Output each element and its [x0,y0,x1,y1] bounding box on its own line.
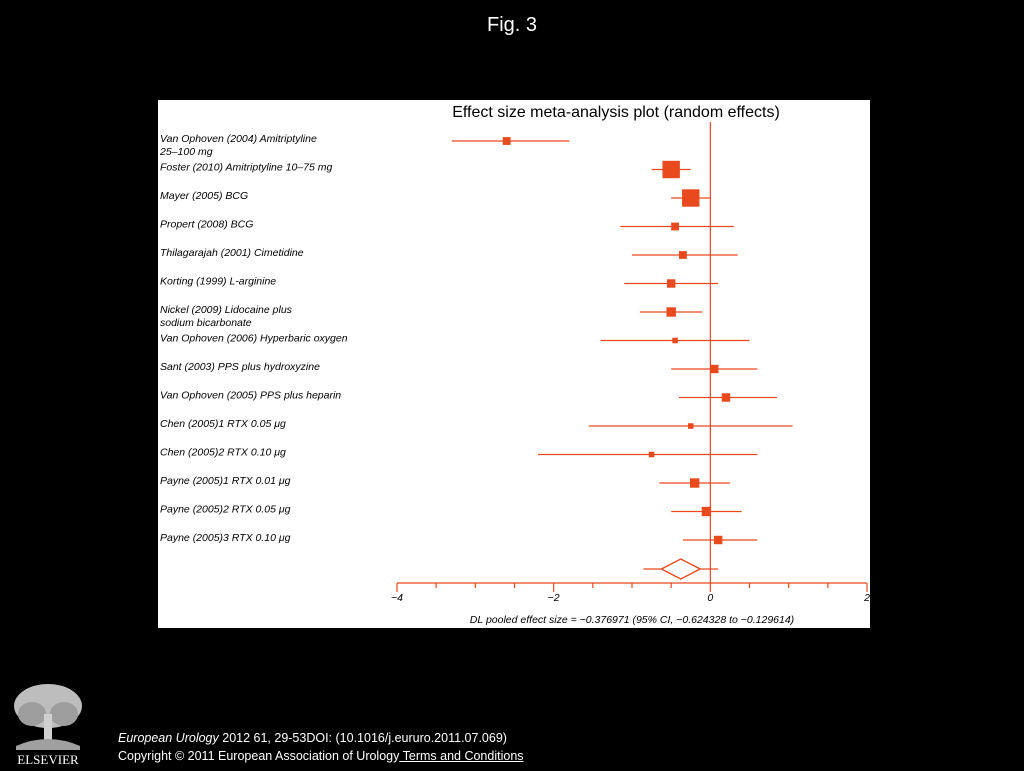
effect-marker [682,189,700,207]
study-row: Van Ophoven (2006) Hyperbaric oxygen [160,333,750,345]
study-row: Payne (2005)2 RTX 0.05 μg [160,504,742,517]
study-label: Korting (1999) L-arginine [160,276,276,288]
study-label: Foster (2010) Amitriptyline 10–75 mg [160,162,333,174]
study-label: Payne (2005)3 RTX 0.10 μg [160,532,291,544]
effect-marker [666,279,676,288]
plot-title: Effect size meta-analysis plot (random e… [452,104,780,121]
effect-marker [648,451,655,458]
effect-marker [666,307,676,317]
effect-marker [679,251,687,259]
study-row: Payne (2005)3 RTX 0.10 μg [160,532,758,545]
effect-marker [710,364,719,374]
effect-marker [502,137,511,145]
copyright-text: Copyright © 2011 European Association of… [118,749,400,763]
citation-footer: European Urology 2012 61, 29-53DOI: (10.… [118,729,524,765]
effect-marker [687,423,694,429]
study-label: Chen (2005)2 RTX 0.10 μg [160,447,286,459]
study-label: Sant (2003) PPS plus hydroxyzine [160,361,320,373]
effect-marker [689,478,700,488]
journal-name: European Urology [118,731,219,745]
study-row: Sant (2003) PPS plus hydroxyzine [160,361,758,374]
study-label: Propert (2008) BCG [160,219,253,231]
effect-marker [672,337,678,344]
citation-line: European Urology 2012 61, 29-53DOI: (10.… [118,729,524,747]
effect-marker [671,222,679,231]
study-label: Van Ophoven (2005) PPS plus heparin [160,390,341,402]
citation-text: 2012 61, 29-53DOI: (10.1016/j.eururo.201… [218,731,507,745]
forest-plot-panel: Effect size meta-analysis plot (random e… [158,100,870,628]
study-row: Mayer (2005) BCG [160,189,711,207]
study-label: Payne (2005)2 RTX 0.05 μg [160,504,291,516]
study-row: Propert (2008) BCG [160,219,734,231]
study-label: Van Ophoven (2006) Hyperbaric oxygen [160,333,348,345]
x-tick-label: −2 [548,592,560,604]
study-label: Chen (2005)1 RTX 0.05 μg [160,418,286,430]
x-tick-label: 2 [863,592,870,604]
study-row: Chen (2005)1 RTX 0.05 μg [160,418,793,430]
effect-marker [713,535,723,545]
effect-marker [701,506,712,517]
study-label: Thilagarajah (2001) Cimetidine [160,247,304,259]
pooled-diamond [659,558,702,580]
terms-link[interactable]: Terms and Conditions [399,749,524,763]
study-label: Mayer (2005) BCG [160,190,248,202]
study-label: Nickel (2009) Lidocaine plus sodium bicar… [160,304,293,329]
logo-wordmark: ELSEVIER [17,752,79,766]
pooled-estimate [643,558,719,580]
study-row: Van Ophoven (2004) Amitriptyline 25–100 m… [159,133,570,158]
figure-label: Fig. 3 [486,14,538,36]
effect-marker [662,160,680,179]
study-row: Nickel (2009) Lidocaine plus sodium bicar… [160,304,703,329]
effect-marker [721,393,731,402]
x-tick-label: −4 [391,592,403,604]
study-label: Van Ophoven (2004) Amitriptyline 25–100 m… [159,133,317,158]
study-row: Van Ophoven (2005) PPS plus heparin [160,390,777,402]
study-row: Chen (2005)2 RTX 0.10 μg [160,447,758,459]
study-label: Payne (2005)1 RTX 0.01 μg [160,475,291,487]
elsevier-tree-icon: ELSEVIER [8,680,88,767]
x-axis-label: DL pooled effect size = −0.376971 (95% C… [470,614,794,626]
x-tick-label: 0 [707,592,713,604]
study-row: Thilagarajah (2001) Cimetidine [160,247,738,259]
forest-plot: Effect size meta-analysis plot (random e… [159,104,870,626]
study-row: Korting (1999) L-arginine [160,276,719,288]
elsevier-logo: ELSEVIER [8,680,88,767]
copyright-line: Copyright © 2011 European Association of… [118,747,524,765]
study-row: Payne (2005)1 RTX 0.01 μg [160,475,730,488]
study-row: Foster (2010) Amitriptyline 10–75 mg [160,160,691,179]
